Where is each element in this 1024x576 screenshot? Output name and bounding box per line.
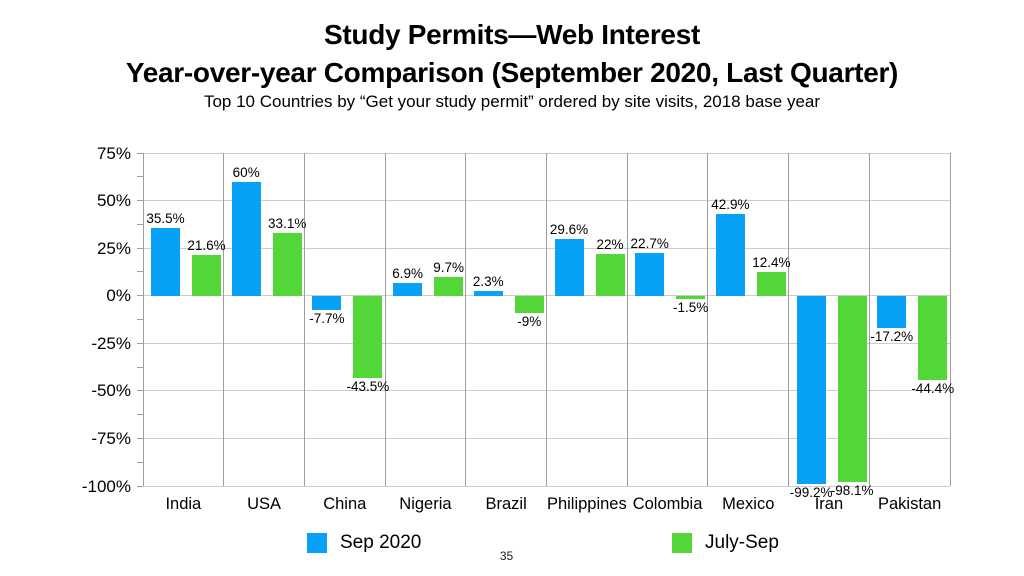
gridline-vertical-5	[546, 153, 547, 486]
bar-sep-2020-usa	[231, 181, 261, 296]
y-axis-tick-mark	[137, 414, 143, 416]
bar-value-label-sep-2020-colombia: 22.7%	[630, 235, 669, 251]
y-axis-tick-mark	[137, 200, 143, 202]
x-axis-label-mexico: Mexico	[722, 495, 775, 513]
bar-sep-2020-colombia	[635, 252, 665, 296]
bar-july-sep-brazil	[514, 295, 544, 313]
legend-swatch-july-sep	[672, 533, 692, 553]
y-axis-tick-mark	[137, 390, 143, 392]
bar-sep-2020-mexico	[715, 214, 745, 296]
gridline-vertical-4	[465, 153, 467, 486]
legend-swatch-sep-2020	[307, 533, 327, 553]
y-tick-label--50: -50%	[91, 381, 131, 401]
y-axis-tick-mark	[137, 295, 143, 297]
legend-item-july-sep: July-Sep	[672, 532, 779, 554]
bar-july-sep-nigeria	[434, 277, 464, 296]
bar-value-label-july-sep-india: 21.6%	[187, 237, 226, 253]
bar-value-label-july-sep-nigeria: 9.7%	[433, 260, 464, 276]
gridline-vertical-8	[788, 153, 790, 486]
bar-july-sep-usa	[272, 232, 302, 296]
gridline-vertical-6	[626, 153, 628, 486]
y-tick-label-50: 50%	[96, 191, 131, 211]
bar-sep-2020-nigeria	[393, 282, 423, 296]
gridline-vertical-9	[868, 153, 870, 486]
bar-value-label-july-sep-usa: 33.1%	[268, 215, 307, 231]
bar-sep-2020-philippines	[554, 239, 584, 296]
bar-value-label-july-sep-iran: -98.1%	[830, 483, 874, 499]
y-axis-tick-mark	[137, 461, 143, 463]
bar-value-label-sep-2020-india: 35.5%	[146, 211, 185, 227]
bar-value-label-july-sep-colombia: -1.5%	[673, 299, 709, 315]
bar-sep-2020-brazil	[473, 291, 503, 296]
y-axis-tick-mark	[137, 247, 143, 249]
bar-july-sep-philippines	[595, 253, 625, 296]
y-tick-label--100: -100%	[81, 476, 131, 496]
y-axis-tick-mark	[137, 223, 143, 225]
bar-sep-2020-pakistan	[877, 295, 907, 329]
x-axis-label-china: China	[323, 495, 367, 513]
chart-plot-area: 35.5% 60% -7.7% 6.9% 2.3% 29.6% 22.7% 42.9% -99.…	[137, 152, 954, 500]
y-tick-label--25: -25%	[91, 333, 131, 353]
legend-label-sep-2020: Sep 2020	[340, 532, 422, 553]
y-axis-tick-mark	[137, 152, 143, 154]
y-tick-label-25: 25%	[96, 238, 131, 258]
page-title-line-2: Year-over-year Comparison (September 202…	[125, 57, 899, 88]
y-axis-tick-mark	[137, 485, 143, 487]
page-title-line-1: Study Permits—Web Interest	[324, 19, 700, 50]
bar-sep-2020-china	[312, 295, 342, 311]
x-axis-label-india: India	[165, 495, 202, 513]
bar-value-label-july-sep-mexico: 12.4%	[752, 255, 791, 271]
chart-subtitle: Top 10 Countries by “Get your study perm…	[203, 92, 821, 111]
bar-sep-2020-india	[151, 228, 180, 296]
y-tick-label-0: 0%	[106, 286, 131, 306]
bar-value-label-july-sep-china: -43.5%	[346, 379, 390, 395]
gridline-vertical-3	[384, 153, 386, 486]
gridline-vertical-10	[949, 153, 951, 486]
y-axis-tick-mark	[137, 342, 143, 344]
y-axis-tick-mark	[137, 176, 143, 178]
bar-value-label-july-sep-pakistan: -44.4%	[911, 381, 955, 397]
bar-july-sep-mexico	[756, 272, 786, 296]
bar-july-sep-china	[353, 295, 383, 379]
x-axis-label-colombia: Colombia	[632, 495, 703, 513]
y-axis-line	[142, 153, 144, 486]
x-axis-label-philippines: Philippines	[546, 495, 627, 513]
bar-value-label-sep-2020-philippines: 29.6%	[549, 222, 589, 238]
legend-item-sep-2020: Sep 2020	[307, 532, 421, 554]
page-number: 35	[499, 549, 514, 563]
y-axis-tick-mark	[137, 437, 143, 439]
bar-july-sep-iran	[837, 295, 867, 483]
y-tick-label--75: -75%	[91, 428, 131, 448]
gridline-vertical-1	[223, 153, 225, 486]
gridline-vertical-2	[303, 153, 305, 486]
bar-sep-2020-iran	[796, 295, 826, 485]
bar-july-sep-colombia	[676, 295, 706, 299]
bar-value-label-sep-2020-usa: 60%	[232, 164, 260, 180]
bar-value-label-sep-2020-iran: -99.2%	[789, 485, 833, 501]
y-axis-tick-mark	[137, 319, 143, 320]
gridline-horizontal--100	[143, 485, 950, 487]
x-axis-label-brazil: Brazil	[485, 495, 527, 513]
y-axis-tick-mark	[137, 271, 143, 273]
x-axis-label-usa: USA	[247, 495, 282, 513]
bar-value-label-july-sep-brazil: -9%	[517, 313, 542, 329]
x-axis-label-nigeria: Nigeria	[399, 495, 452, 513]
bar-july-sep-india	[192, 254, 221, 296]
bar-july-sep-pakistan	[918, 295, 948, 381]
bar-value-label-sep-2020-mexico: 42.9%	[711, 197, 750, 213]
y-tick-label-75: 75%	[96, 143, 131, 163]
bar-value-label-sep-2020-brazil: 2.3%	[472, 274, 504, 290]
bar-value-label-sep-2020-china: -7.7%	[309, 311, 345, 327]
legend-label-july-sep: July-Sep	[705, 532, 779, 553]
bar-value-label-sep-2020-nigeria: 6.9%	[392, 265, 423, 281]
y-axis-tick-mark	[137, 366, 143, 368]
x-axis-label-iran: Iran	[814, 495, 844, 513]
x-axis-label-pakistan: Pakistan	[877, 495, 942, 513]
bar-value-label-july-sep-philippines: 22%	[596, 236, 624, 252]
bar-value-label-sep-2020-pakistan: -17.2%	[870, 329, 914, 345]
gridline-vertical-7	[707, 153, 709, 486]
